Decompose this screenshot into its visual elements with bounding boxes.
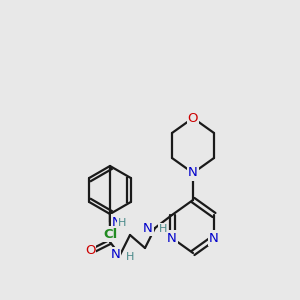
Text: N: N	[188, 167, 198, 179]
Text: O: O	[188, 112, 198, 124]
Text: Cl: Cl	[103, 227, 117, 241]
Text: H: H	[159, 224, 167, 234]
Text: N: N	[110, 248, 120, 262]
Text: N: N	[167, 232, 177, 244]
Text: O: O	[85, 244, 95, 256]
Text: N: N	[143, 221, 153, 235]
Text: H: H	[126, 252, 134, 262]
Text: N: N	[112, 215, 122, 229]
Text: N: N	[209, 232, 219, 244]
Text: H: H	[118, 218, 126, 228]
